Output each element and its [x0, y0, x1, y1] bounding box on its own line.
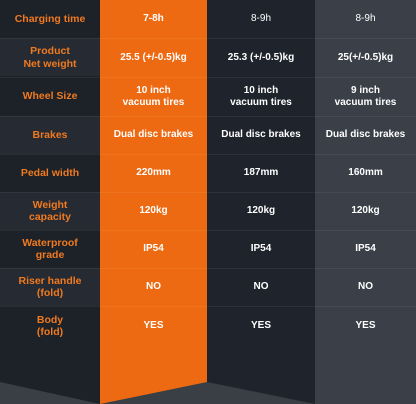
model-1-value: 220mm: [136, 167, 171, 179]
label-stripe: [0, 192, 100, 230]
model-2-column-bg: [207, 0, 315, 382]
model-1-value: 120kg: [139, 205, 168, 217]
row-label: Wheel Size: [22, 90, 78, 103]
model-3-value: IP54: [355, 243, 376, 255]
table-row: Riser handle (fold) NO NO NO: [0, 268, 416, 306]
model-1-value: IP54: [143, 243, 164, 255]
model-2-value: 10 inch vacuum tires: [230, 85, 292, 108]
table-row: Brakes Dual disc brakes Dual disc brakes…: [0, 116, 416, 154]
model-1-value: YES: [143, 320, 164, 332]
model-2-value: 120kg: [246, 205, 276, 217]
table-row: Waterproof grade IP54 IP54 IP54: [0, 230, 416, 268]
table-row: Wheel Size 10 inch vacuum tires 10 inch …: [0, 77, 416, 116]
model-2-value: 8-9h: [250, 13, 271, 25]
model-1-column-bg: [100, 0, 207, 382]
row-divider: [0, 38, 416, 39]
model-1-value: NO: [146, 281, 161, 293]
label-stripe: [0, 116, 100, 154]
row-divider: [0, 230, 416, 231]
model-3-value: YES: [355, 320, 376, 332]
model-1-value: 25.5 (+/-0.5)kg: [120, 51, 187, 63]
label-stripe: [0, 38, 100, 76]
row-divider: [0, 268, 416, 269]
model-3-value: 8-9h: [355, 13, 376, 25]
model-3-value: 9 inch vacuum tires: [334, 85, 397, 108]
table-row: Body (fold) YES YES YES: [0, 306, 416, 346]
row-label: Waterproof grade: [22, 236, 78, 261]
model-2-value: YES: [250, 320, 271, 332]
row-divider: [0, 77, 416, 78]
table-row: Pedal width 220mm 187mm 160mm: [0, 154, 416, 192]
row-label: Brakes: [32, 128, 68, 141]
label-stripe: [0, 268, 100, 306]
model-3-column-tail: [315, 366, 416, 404]
model-3-value: 160mm: [348, 167, 383, 179]
row-divider: [0, 306, 416, 307]
row-divider: [0, 154, 416, 155]
model-2-value: IP54: [250, 243, 272, 255]
model-2-value: 25.3 (+/-0.5)kg: [227, 51, 295, 63]
model-3-value: 120kg: [351, 205, 380, 217]
model-1-value: 10 inch vacuum tires: [122, 85, 185, 108]
model-1-value: 7-8h: [143, 13, 164, 25]
model-3-value: NO: [358, 281, 373, 293]
table-row: Weight capacity 120kg 120kg 120kg: [0, 192, 416, 230]
row-label: Product Net weight: [23, 45, 77, 70]
row-label: Charging time: [14, 12, 86, 25]
model-2-value: 187mm: [243, 167, 279, 179]
row-label: Riser handle (fold): [18, 274, 82, 299]
table-row: Charging time 7-8h 8-9h 8-9h: [0, 0, 416, 38]
row-divider: [0, 192, 416, 193]
model-2-value: NO: [253, 281, 269, 293]
model-1-value: Dual disc brakes: [113, 129, 194, 141]
model-2-value: Dual disc brakes: [221, 129, 301, 141]
table-row: Product Net weight 25.5 (+/-0.5)kg 25.3 …: [0, 38, 416, 77]
model-3-column-bg: [315, 0, 416, 382]
model-3-value: Dual disc brakes: [325, 129, 406, 141]
row-divider: [0, 116, 416, 117]
row-label: Pedal width: [20, 166, 80, 179]
row-label: Body (fold): [36, 313, 64, 338]
model-3-value: 25(+/-0.5)kg: [337, 51, 394, 63]
row-label: Weight capacity: [28, 198, 72, 223]
